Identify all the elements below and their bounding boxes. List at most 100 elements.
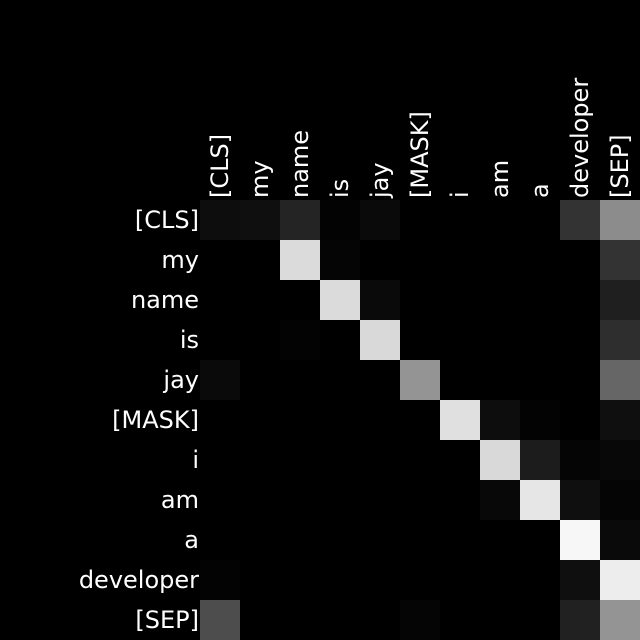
y-axis-tick-labels: [CLS] my name is jay [MASK] i am a developer [SEP] <box>79 206 199 634</box>
heatmap-cell-10-1 <box>240 600 280 640</box>
x-tick-label: [CLS] <box>206 134 234 198</box>
x-tick-label: a <box>526 183 554 198</box>
heatmap-cell-7-2 <box>280 480 320 520</box>
heatmap-cell-1-3 <box>320 240 360 280</box>
x-tick-label: [SEP] <box>606 134 634 198</box>
heatmap-cell-10-10 <box>600 600 640 640</box>
y-tick-label: is <box>180 326 199 354</box>
heatmap-cell-9-7 <box>480 560 520 600</box>
heatmap-cell-9-5 <box>400 560 440 600</box>
heatmap-cell-8-1 <box>240 520 280 560</box>
heatmap-cell-6-3 <box>320 440 360 480</box>
heatmap-cell-2-3 <box>320 280 360 320</box>
y-tick-label: developer <box>79 566 199 594</box>
heatmap-cell-5-2 <box>280 400 320 440</box>
heatmap-cell-3-6 <box>440 320 480 360</box>
heatmap-cell-9-8 <box>520 560 560 600</box>
heatmap-cell-10-0 <box>200 600 240 640</box>
heatmap-cell-5-0 <box>200 400 240 440</box>
heatmap-cell-1-7 <box>480 240 520 280</box>
heatmap-cell-5-10 <box>600 400 640 440</box>
heatmap-cell-9-2 <box>280 560 320 600</box>
heatmap-cell-0-2 <box>280 200 320 240</box>
heatmap-cell-9-1 <box>240 560 280 600</box>
heatmap-cell-2-0 <box>200 280 240 320</box>
heatmap-cell-5-3 <box>320 400 360 440</box>
heatmap-cell-4-10 <box>600 360 640 400</box>
heatmap-cell-8-6 <box>440 520 480 560</box>
heatmap-cell-4-9 <box>560 360 600 400</box>
y-tick-label: my <box>161 246 199 274</box>
heatmap-cell-2-7 <box>480 280 520 320</box>
heatmap-cell-1-0 <box>200 240 240 280</box>
heatmap-cell-4-4 <box>360 360 400 400</box>
heatmap-cell-1-4 <box>360 240 400 280</box>
heatmap-cell-3-2 <box>280 320 320 360</box>
heatmap-cell-7-5 <box>400 480 440 520</box>
heatmap-cell-8-7 <box>480 520 520 560</box>
heatmap-cell-3-3 <box>320 320 360 360</box>
heatmap-cell-9-6 <box>440 560 480 600</box>
heatmap-cell-7-1 <box>240 480 280 520</box>
heatmap-cell-2-1 <box>240 280 280 320</box>
heatmap-cell-8-10 <box>600 520 640 560</box>
heatmap-cell-2-4 <box>360 280 400 320</box>
heatmap-cell-9-9 <box>560 560 600 600</box>
heatmap-cell-8-0 <box>200 520 240 560</box>
heatmap-cell-7-3 <box>320 480 360 520</box>
heatmap-cell-10-8 <box>520 600 560 640</box>
heatmap-cell-3-8 <box>520 320 560 360</box>
heatmap-cell-0-4 <box>360 200 400 240</box>
y-tick-label: jay <box>162 366 199 394</box>
heatmap-cell-4-7 <box>480 360 520 400</box>
heatmap-cell-7-6 <box>440 480 480 520</box>
heatmap-cell-6-7 <box>480 440 520 480</box>
heatmap-cell-2-6 <box>440 280 480 320</box>
heatmap-cell-0-9 <box>560 200 600 240</box>
heatmap-cell-6-6 <box>440 440 480 480</box>
heatmap-cell-6-10 <box>600 440 640 480</box>
heatmap-cell-1-6 <box>440 240 480 280</box>
x-tick-label: developer <box>566 78 594 198</box>
x-axis-tick-labels: [CLS] my name is jay [MASK] i am a developer [SEP] <box>206 78 634 199</box>
heatmap-cell-0-7 <box>480 200 520 240</box>
heatmap-cell-6-8 <box>520 440 560 480</box>
heatmap-cell-4-3 <box>320 360 360 400</box>
heatmap-cell-4-6 <box>440 360 480 400</box>
heatmap-cell-1-10 <box>600 240 640 280</box>
heatmap-cell-10-9 <box>560 600 600 640</box>
heatmap-cell-1-5 <box>400 240 440 280</box>
x-tick-label: is <box>326 179 354 198</box>
heatmap-cell-4-5 <box>400 360 440 400</box>
heatmap-cell-9-3 <box>320 560 360 600</box>
heatmap-cell-2-10 <box>600 280 640 320</box>
heatmap-cell-6-4 <box>360 440 400 480</box>
heatmap-cell-5-1 <box>240 400 280 440</box>
heatmap-cell-6-0 <box>200 440 240 480</box>
heatmap-cell-4-0 <box>200 360 240 400</box>
heatmap-cell-8-4 <box>360 520 400 560</box>
heatmap-cell-7-10 <box>600 480 640 520</box>
heatmap-cell-10-3 <box>320 600 360 640</box>
heatmap-cell-3-4 <box>360 320 400 360</box>
heatmap-cell-5-9 <box>560 400 600 440</box>
heatmap-cell-5-8 <box>520 400 560 440</box>
heatmap-cell-6-1 <box>240 440 280 480</box>
heatmap-cell-9-10 <box>600 560 640 600</box>
heatmap-cell-9-0 <box>200 560 240 600</box>
heatmap-cell-9-4 <box>360 560 400 600</box>
heatmap-cell-6-5 <box>400 440 440 480</box>
heatmap-cell-6-9 <box>560 440 600 480</box>
heatmap-cell-7-0 <box>200 480 240 520</box>
heatmap-cell-10-6 <box>440 600 480 640</box>
heatmap-cell-5-4 <box>360 400 400 440</box>
heatmap-cell-0-3 <box>320 200 360 240</box>
heatmap-cell-3-7 <box>480 320 520 360</box>
heatmap-cell-10-5 <box>400 600 440 640</box>
heatmap-cell-7-9 <box>560 480 600 520</box>
x-tick-label: name <box>286 130 314 198</box>
heatmap-cell-10-4 <box>360 600 400 640</box>
heatmap-cell-7-8 <box>520 480 560 520</box>
heatmap-cell-7-7 <box>480 480 520 520</box>
y-tick-label: [CLS] <box>135 206 199 234</box>
